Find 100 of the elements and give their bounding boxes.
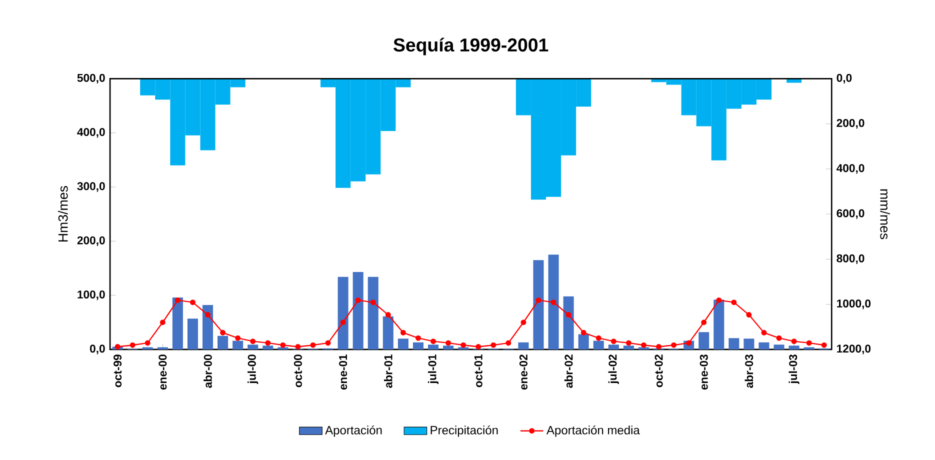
point <box>490 342 496 348</box>
y-axis-title: Hm3/mes <box>58 186 68 242</box>
bar <box>398 338 408 350</box>
y-tick-label: 200,0 <box>77 236 105 246</box>
point <box>340 320 346 326</box>
point <box>310 342 316 348</box>
bar <box>352 272 364 350</box>
bar <box>202 304 214 350</box>
bar <box>412 342 424 350</box>
x-tick-label: abr-00 <box>204 354 212 388</box>
bar <box>232 340 244 350</box>
point <box>220 330 226 336</box>
point <box>280 342 286 348</box>
point <box>656 344 662 350</box>
bar <box>698 332 710 350</box>
bar <box>548 254 559 350</box>
y2-axis-title: mm/mes <box>880 189 890 240</box>
x-tick-label: oct-99 <box>114 354 122 388</box>
bar <box>443 346 454 350</box>
point <box>731 300 737 305</box>
bar <box>608 344 619 350</box>
x-tick-label: abr-02 <box>564 354 573 388</box>
bar <box>774 344 784 350</box>
point <box>701 320 707 326</box>
bar <box>338 276 348 350</box>
point <box>114 344 120 350</box>
y2-tick-label: 400,0 <box>836 164 864 174</box>
point <box>596 335 602 341</box>
bar <box>382 316 394 350</box>
point <box>190 300 196 305</box>
x-tick-label: abr-03 <box>744 354 754 388</box>
point <box>430 338 436 344</box>
point <box>776 335 782 341</box>
y2-tick-label: 0,0 <box>836 74 852 84</box>
y2-tick-label: 800,0 <box>836 254 864 264</box>
point <box>821 342 827 348</box>
x-tick-label: oct-01 <box>474 354 482 388</box>
bar <box>744 338 754 350</box>
bar <box>714 300 724 350</box>
point <box>610 338 616 344</box>
legend-label: Aportación media <box>546 425 640 437</box>
point <box>791 338 797 344</box>
bar <box>368 276 378 350</box>
x-tick-label: ene-00 <box>158 354 167 390</box>
bar <box>172 297 183 350</box>
y2-tick-label: 200,0 <box>836 118 864 129</box>
point <box>761 330 767 336</box>
y-tick-label: 100,0 <box>78 290 105 300</box>
y-tick-label: 500,0 <box>77 74 105 84</box>
point <box>265 340 271 346</box>
x-tick-label: oct-00 <box>294 354 302 388</box>
point <box>325 340 331 346</box>
legend-label: Aportación <box>325 425 382 437</box>
point <box>580 330 586 336</box>
point <box>476 344 482 350</box>
y-tick-label: 0,0 <box>90 344 105 354</box>
point <box>400 330 406 336</box>
bar <box>262 346 274 350</box>
point <box>205 312 210 318</box>
point <box>520 320 526 326</box>
y-tick-label: 300,0 <box>77 182 105 192</box>
legend-label: Precipitación <box>430 425 498 437</box>
bar <box>593 340 604 350</box>
x-tick-label: jul-00 <box>248 354 258 384</box>
bar <box>248 344 258 350</box>
x-tick-label: jul-01 <box>428 354 439 384</box>
bar <box>518 342 529 350</box>
point <box>446 340 452 346</box>
y2-tick-label: 1000,0 <box>837 299 871 310</box>
point <box>506 340 512 346</box>
point <box>130 342 136 348</box>
point <box>566 312 572 318</box>
x-tick-label: ene-03 <box>700 354 708 390</box>
point <box>355 297 361 303</box>
x-tick-label: jul-03 <box>788 354 800 384</box>
bar <box>623 346 634 350</box>
x-tick-label: oct-02 <box>654 354 663 388</box>
point <box>415 335 421 341</box>
point <box>160 320 166 326</box>
bar <box>533 260 544 350</box>
point <box>174 297 180 303</box>
x-tick-label: ene-01 <box>339 354 348 390</box>
point <box>235 335 241 341</box>
point <box>370 300 376 305</box>
y2-tick-label: 600,0 <box>836 209 864 219</box>
point <box>295 344 301 350</box>
bar <box>563 296 574 350</box>
point <box>626 340 632 346</box>
point <box>250 338 256 344</box>
point <box>746 312 752 318</box>
bar <box>758 342 770 350</box>
x-tick-label: jul-02 <box>608 354 619 384</box>
point <box>716 297 722 303</box>
bar <box>428 344 439 350</box>
point <box>550 300 556 305</box>
bar <box>578 334 589 350</box>
point <box>536 297 542 303</box>
point <box>806 340 812 346</box>
bar <box>728 338 740 350</box>
point <box>671 342 677 348</box>
